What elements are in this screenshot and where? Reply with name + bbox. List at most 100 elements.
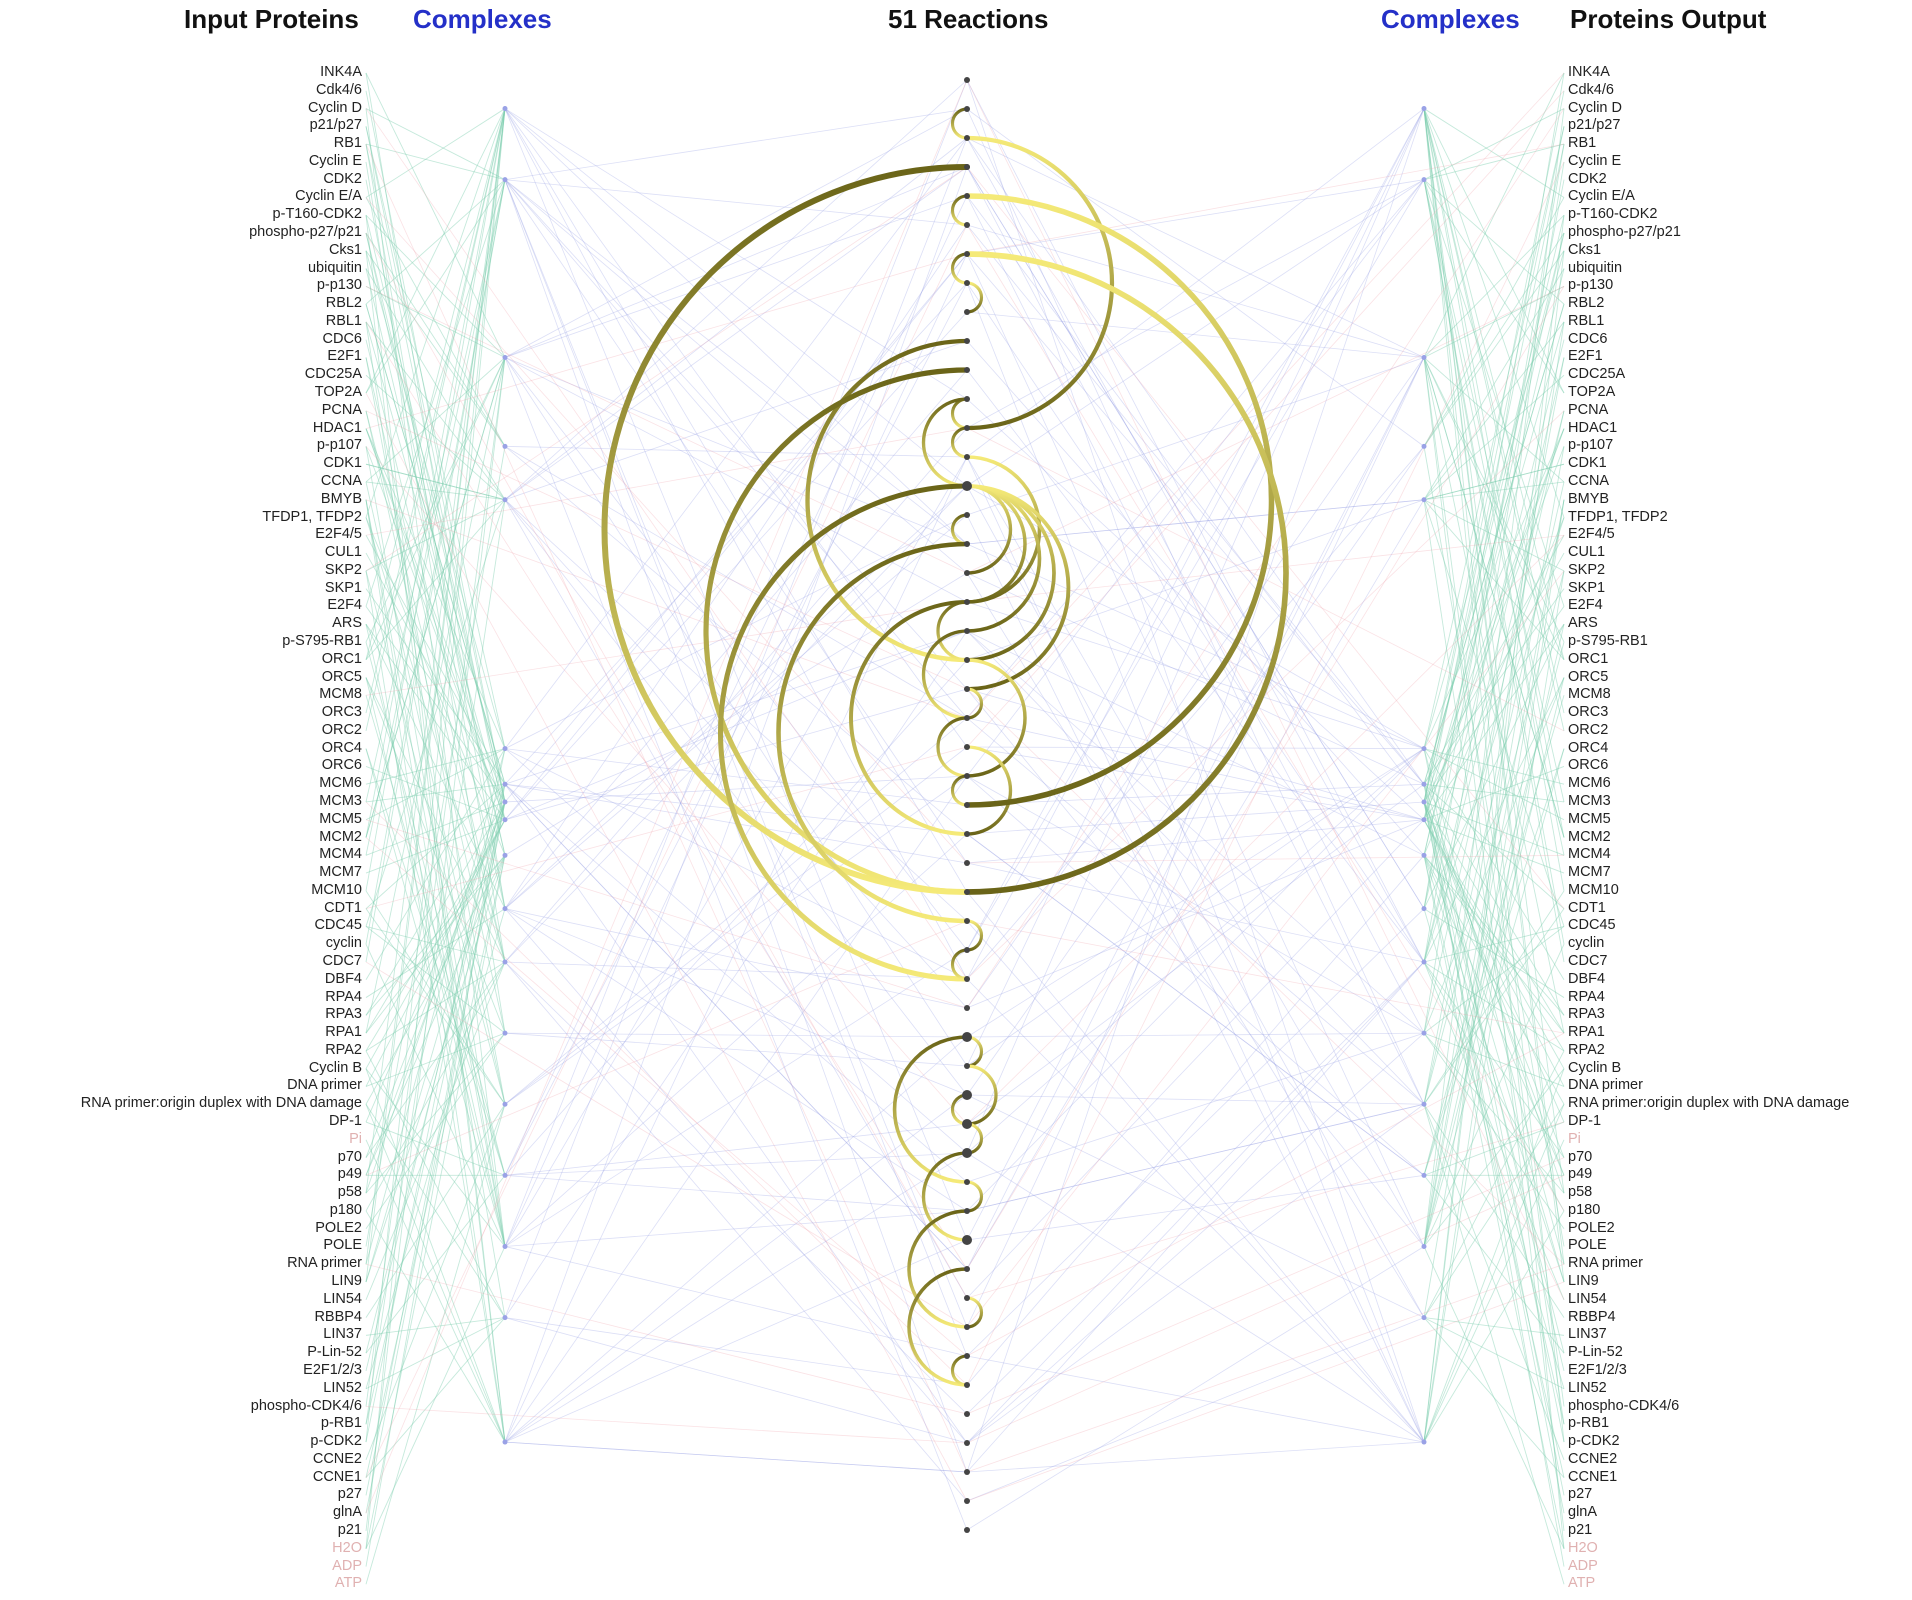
protein-complex-link xyxy=(365,926,506,1034)
output-protein-label: p70 xyxy=(1568,1148,1593,1165)
complex-reaction-link xyxy=(504,166,968,501)
reaction-arc xyxy=(951,397,969,430)
protein-complex-link xyxy=(365,801,506,1283)
complex-reaction-link xyxy=(504,445,968,458)
protein-complex-link xyxy=(365,748,506,1443)
protein-complex-link xyxy=(365,108,506,1283)
reaction-arc xyxy=(965,1122,983,1155)
protein-complex-link xyxy=(365,144,506,820)
reaction-arc xyxy=(601,163,971,896)
protein-complex-link xyxy=(365,321,506,500)
reaction-complex-link xyxy=(966,357,1425,1328)
reaction-complex-link xyxy=(966,1032,1425,1183)
protein-complex-link xyxy=(365,1050,506,1318)
protein-complex-link xyxy=(1423,499,1565,927)
complex-reaction-link xyxy=(504,179,968,864)
complex-node xyxy=(1421,959,1427,965)
output-protein-label: RBBP4 xyxy=(1568,1308,1616,1325)
reaction-arc xyxy=(951,107,969,140)
reaction-node xyxy=(964,454,970,460)
reaction-arc xyxy=(717,483,970,982)
protein-complex-link xyxy=(365,624,506,1247)
protein-complex-link xyxy=(365,481,506,501)
input-protein-label: p-p107 xyxy=(316,437,362,454)
reaction-arc xyxy=(965,484,1013,575)
protein-complex-link xyxy=(1423,108,1565,1194)
protein-complex-link xyxy=(1423,1139,1565,1443)
protein-complex-link xyxy=(365,250,506,749)
complex-reaction-link xyxy=(504,456,968,1443)
input-protein-label: HDAC1 xyxy=(312,419,362,436)
protein-complex-link xyxy=(1423,179,1565,856)
reaction-complex-link xyxy=(966,108,1425,951)
reaction-node xyxy=(962,481,972,491)
reaction-node xyxy=(964,135,970,141)
input-protein-label: ATP xyxy=(334,1575,362,1592)
reaction-complex-link xyxy=(966,340,1425,856)
reaction-complex-link xyxy=(966,833,1425,1176)
protein-complex-link xyxy=(365,784,506,1372)
protein-complex-link xyxy=(1423,285,1565,358)
complex-node xyxy=(1421,354,1427,360)
protein-complex-link xyxy=(365,161,506,1034)
output-protein-label: ADP xyxy=(1568,1557,1598,1574)
protein-complex-link xyxy=(365,748,506,821)
reaction-complex-link xyxy=(966,369,1425,963)
complex-reaction-link xyxy=(504,79,968,501)
reaction-node xyxy=(964,106,970,112)
reaction-protein-link xyxy=(966,920,1565,1034)
protein-complex-link xyxy=(1423,855,1565,1283)
reaction-arc xyxy=(965,745,1013,836)
input-protein-label: INK4A xyxy=(320,64,362,80)
protein-complex-link xyxy=(365,321,506,1247)
complex-reaction-link xyxy=(504,1036,968,1443)
complex-node xyxy=(502,1101,508,1107)
protein-complex-link xyxy=(365,339,506,909)
protein-complex-link xyxy=(365,285,506,358)
reaction-arc xyxy=(805,338,970,663)
reaction-complex-link xyxy=(966,920,1425,1443)
reaction-protein-link xyxy=(966,143,1565,255)
protein-complex-link xyxy=(365,108,506,1443)
protein-complex-link xyxy=(365,1317,506,1478)
protein-complex-link xyxy=(365,179,506,803)
protein-complex-link xyxy=(365,108,506,891)
protein-complex-link xyxy=(365,374,506,501)
protein-complex-link xyxy=(365,855,506,1176)
output-protein-label: phospho-CDK4/6 xyxy=(1568,1397,1680,1414)
input-protein-label: ORC4 xyxy=(321,739,362,756)
protein-complex-link xyxy=(365,179,506,963)
protein-complex-link xyxy=(365,748,506,1265)
complex-reaction-link xyxy=(504,1152,968,1443)
complex-reaction-link xyxy=(504,179,968,545)
protein-complex-link xyxy=(365,819,506,1052)
output-protein-label: glnA xyxy=(1568,1504,1598,1521)
protein-complex-link xyxy=(1423,1050,1565,1318)
complex-reaction-link xyxy=(504,1441,968,1473)
protein-complex-link xyxy=(365,1032,506,1194)
protein-complex-link xyxy=(365,72,506,909)
reaction-arc xyxy=(964,135,1115,431)
protein-complex-link xyxy=(1423,748,1565,1176)
protein-complex-link xyxy=(1423,250,1565,447)
output-protein-label: BMYB xyxy=(1568,490,1610,507)
complex-reaction-link xyxy=(504,1317,968,1386)
output-protein-label: E2F4/5 xyxy=(1568,526,1615,543)
protein-complex-link xyxy=(365,801,506,1123)
protein-complex-link xyxy=(365,819,506,1087)
reaction-complex-link xyxy=(966,688,1425,1247)
input-protein-label: Cdk4/6 xyxy=(316,81,362,98)
protein-complex-link xyxy=(1423,446,1565,1247)
reaction-complex-link xyxy=(966,108,1425,1067)
reaction-complex-link xyxy=(966,862,1425,963)
protein-complex-link xyxy=(365,108,506,1265)
protein-complex-link xyxy=(1423,855,1565,1549)
protein-complex-link xyxy=(1423,570,1565,1105)
output-protein-label: E2F1 xyxy=(1568,348,1603,365)
protein-reaction-link xyxy=(365,166,968,572)
reaction-complex-link xyxy=(966,108,1425,1154)
protein-reaction-link xyxy=(365,427,968,536)
protein-complex-link xyxy=(1423,179,1565,945)
reaction-complex-link xyxy=(966,179,1425,951)
output-protein-label: MCM7 xyxy=(1568,864,1611,881)
